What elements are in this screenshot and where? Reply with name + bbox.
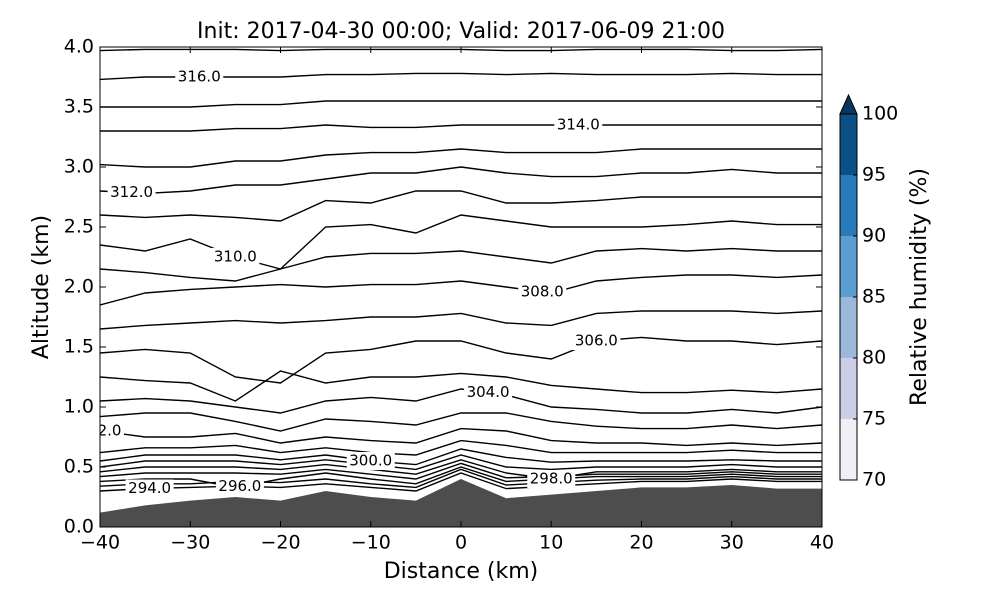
x-tick-label: −20 [260,532,300,554]
x-axis-label: Distance (km) [384,559,539,584]
contour-label: 314.0 [557,116,600,134]
x-tick-label: −10 [351,532,391,554]
contour-label-bg [518,282,567,301]
colorbar-tick-label: 100 [862,103,898,125]
colorbar-extend [839,93,858,115]
contour-label: 302.0 [79,422,122,440]
contour-line [100,124,822,132]
x-tick-label: 10 [539,532,563,554]
contour-label: 294.0 [128,479,171,497]
colorbar-tick-label: 85 [862,286,886,308]
x-tick-label: −30 [170,532,210,554]
contour-line [100,310,822,330]
contour-line [100,459,822,480]
axes: −40 −30 −20 −10 0 10 20 30 40 0.0 0.5 1.0 1.5 2.0 2.5 3… [64,36,898,554]
colorbar-band [840,114,857,175]
contour-label-bg [107,183,156,202]
contour-line [100,427,822,447]
colorbar-band [840,358,857,419]
contour-label: 306.0 [575,332,618,350]
contour-line [100,448,822,466]
contour-line [100,454,822,471]
contour-label-bg [100,422,124,440]
colorbar-tick-label: 80 [862,347,886,369]
contour-label: 316.0 [178,68,221,86]
contour-label-bg [211,248,260,266]
contour-line [100,247,822,282]
contour-label-bg [215,477,264,496]
contour-label-bg [175,68,224,86]
contour-label: 312.0 [110,183,153,201]
contour-label: 304.0 [467,383,510,401]
chart-title: Init: 2017-04-30 00:00; Valid: 2017-06-0… [197,19,725,44]
colorbar-band [840,236,857,297]
contour-line [100,166,822,195]
contour-line [100,100,822,108]
colorbar-tick-label: 95 [862,164,886,186]
contour-line [100,412,822,432]
y-axis-label: Altitude (km) [29,215,54,359]
colorbar-band [840,297,857,358]
contour-line [100,214,822,270]
contour-label-bg [527,470,576,488]
plot-area: 294.0 296.0 298.0 300.0 302.0 304.0 306.0 308.0… [79,48,822,527]
contour-line [100,148,822,168]
colorbar-band [840,419,857,480]
colorbar-tick-label: 70 [862,469,886,491]
y-tick-label: 1.5 [64,336,94,358]
y-tick-label: 0.5 [64,456,94,478]
colorbar-band [840,175,857,236]
contour-label-bg [572,332,621,350]
contour-line [100,388,822,414]
y-tick-label: 2.5 [64,216,94,238]
contour-label-bg [346,452,395,470]
contour-line [100,439,822,456]
contour-line [100,274,822,306]
contour-line [100,370,822,402]
contour-label-bg [554,116,603,134]
y-tick-label: 4.0 [64,36,94,58]
contour-label-bg [125,479,174,498]
contour-line [100,190,822,222]
contour-label: 310.0 [214,248,257,266]
y-tick-label: 3.0 [64,156,94,178]
y-tick-label: 3.5 [64,96,94,118]
contour-label: 308.0 [521,282,564,300]
colorbar-tick-label: 90 [862,225,886,247]
contour-label: 298.0 [530,470,573,488]
contour-line [100,336,822,384]
contour-label: 300.0 [349,452,392,470]
terrain [100,479,822,527]
y-tick-label: 2.0 [64,276,94,298]
x-tick-label: 0 [455,532,467,554]
colorbar-label: Relative humidity (%) [907,168,932,406]
x-tick-label: 40 [810,532,834,554]
x-tick-label: −40 [80,532,120,554]
y-tick-label: 1.0 [64,396,94,418]
colorbar-tick-label: 75 [862,408,886,430]
x-tick-label: 20 [629,532,653,554]
contour-label-bg [464,383,513,402]
x-tick-label: 30 [720,532,744,554]
y-tick-label: 0.0 [64,516,94,538]
contour-label: 296.0 [218,477,261,495]
contour-line [100,462,822,480]
